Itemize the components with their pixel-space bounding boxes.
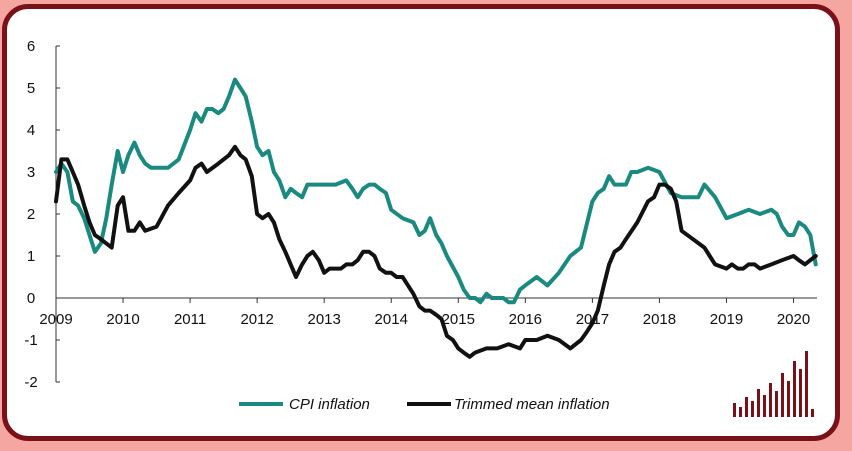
x-tick-label: 2014 xyxy=(375,311,408,328)
logo-bar xyxy=(811,409,814,417)
y-tick-label: 5 xyxy=(27,80,35,97)
chart-frame: 6 5 4 3 2 1 0 -1 -2 2009 2010 2011 2012 2013 2014 2015 2… xyxy=(2,4,840,441)
legend-label: Trimmed mean inflation xyxy=(454,396,610,413)
legend-label: CPI inflation xyxy=(289,396,370,413)
logo-bar xyxy=(775,391,778,417)
logo-bar xyxy=(787,381,790,417)
x-tick-label: 2011 xyxy=(174,311,206,328)
series-line-trimmed-mean xyxy=(54,144,818,359)
logo-bar xyxy=(739,407,742,417)
x-tick-label: 2018 xyxy=(643,311,676,328)
x-tick-label: 2010 xyxy=(106,311,139,328)
x-tick-label: 2012 xyxy=(240,311,273,328)
series-line-cpi xyxy=(54,77,818,305)
logo-bar xyxy=(781,373,784,417)
logo-bar xyxy=(799,369,802,417)
y-tick-label: -2 xyxy=(24,374,37,391)
y-tick-label: 0 xyxy=(27,290,35,307)
y-tick-label: 6 xyxy=(27,38,35,55)
x-tick-label: 2019 xyxy=(710,311,743,328)
bar-chart-logo-icon xyxy=(733,351,814,417)
x-tick-label: 2013 xyxy=(308,311,341,328)
logo-bar xyxy=(805,351,808,417)
logo-bar xyxy=(745,397,748,417)
series-lines xyxy=(54,77,818,359)
axes: 6 5 4 3 2 1 0 -1 -2 2009 2010 2011 2012 2013 2014 2015 2… xyxy=(24,38,817,391)
logo-bar xyxy=(763,395,766,417)
x-tick-label: 2020 xyxy=(777,311,810,328)
y-tick-label: 3 xyxy=(27,164,35,181)
x-tick-label: 2015 xyxy=(442,311,475,328)
y-tick-label: 1 xyxy=(27,248,35,265)
logo-bar xyxy=(793,361,796,417)
legend: CPI inflation Trimmed mean inflation xyxy=(239,396,610,413)
y-tick-label: 4 xyxy=(27,122,35,139)
logo-bar xyxy=(733,403,736,417)
logo-bar xyxy=(769,383,772,417)
logo-bar xyxy=(751,401,754,417)
line-chart: 6 5 4 3 2 1 0 -1 -2 2009 2010 2011 2012 2013 2014 2015 2… xyxy=(24,38,818,417)
y-tick-label: 2 xyxy=(27,206,35,223)
x-tick-label: 2009 xyxy=(39,311,72,328)
logo-bar xyxy=(757,389,760,417)
y-tick-label: -1 xyxy=(24,332,37,349)
x-tick-label: 2016 xyxy=(509,311,542,328)
